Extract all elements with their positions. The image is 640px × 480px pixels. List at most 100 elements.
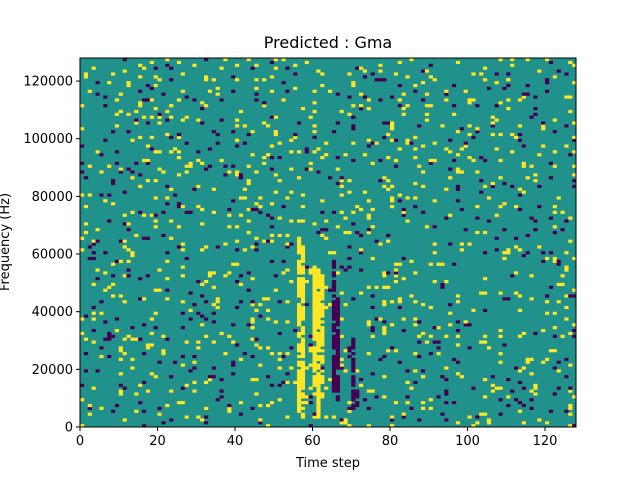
- heatmap-cell: [227, 271, 232, 275]
- heatmap-cell: [80, 248, 85, 252]
- heatmap-cell: [320, 72, 325, 76]
- heatmap-cell: [200, 248, 205, 252]
- heatmap-cell: [122, 352, 127, 356]
- heatmap-cell: [285, 380, 290, 385]
- heatmap-cell: [386, 132, 391, 137]
- heatmap-cell: [316, 375, 321, 379]
- heatmap-cell: [436, 346, 441, 350]
- heatmap-cell: [87, 245, 92, 249]
- heatmap-cell: [95, 369, 100, 373]
- heatmap-cell: [316, 415, 321, 419]
- heatmap-cell: [266, 124, 271, 128]
- heatmap-cell: [231, 262, 236, 266]
- heatmap-cell: [517, 369, 523, 373]
- heatmap-cell: [184, 383, 189, 387]
- heatmap-cell: [331, 251, 337, 255]
- heatmap-cell: [335, 337, 340, 341]
- heatmap-cell: [409, 386, 414, 390]
- heatmap-cell: [413, 352, 418, 356]
- heatmap-cell: [300, 415, 306, 419]
- heatmap-cell: [514, 245, 519, 249]
- heatmap-cell: [289, 138, 294, 142]
- heatmap-cell: [324, 228, 329, 232]
- heatmap-cell: [545, 311, 550, 315]
- heatmap-cell: [80, 104, 85, 108]
- heatmap-cell: [91, 282, 96, 287]
- heatmap-cell: [192, 98, 197, 102]
- heatmap-cell: [80, 383, 85, 387]
- heatmap-cell: [405, 401, 410, 405]
- heatmap-cell: [331, 305, 337, 310]
- heatmap-cell: [324, 141, 329, 145]
- heatmap-cell: [347, 256, 352, 261]
- heatmap-cell: [351, 127, 356, 131]
- heatmap-cell: [316, 326, 321, 330]
- heatmap-cell: [339, 193, 344, 197]
- heatmap-cell: [204, 104, 209, 108]
- heatmap-cell: [304, 150, 309, 154]
- heatmap-cell: [483, 158, 488, 163]
- heatmap-cell: [312, 89, 317, 93]
- heatmap-cell: [331, 323, 337, 327]
- heatmap-cell: [161, 349, 166, 353]
- x-tick-label: 100: [455, 434, 480, 449]
- heatmap-cell: [382, 354, 387, 359]
- heatmap-cell: [165, 58, 170, 62]
- heatmap-cell: [397, 262, 402, 266]
- heatmap-cell: [320, 303, 325, 307]
- heatmap-cell: [176, 156, 182, 160]
- heatmap-cell: [118, 383, 123, 387]
- heatmap-cell: [359, 383, 364, 387]
- heatmap-cell: [312, 317, 317, 321]
- heatmap-cell: [316, 69, 321, 73]
- heatmap-cell: [359, 291, 364, 295]
- heatmap-cell: [312, 222, 317, 226]
- heatmap-cell: [289, 366, 294, 370]
- heatmap-cell: [149, 115, 154, 119]
- heatmap-cell: [300, 285, 306, 289]
- heatmap-cell: [304, 167, 309, 171]
- heatmap-cell: [417, 418, 422, 422]
- heatmap-cell: [235, 279, 240, 284]
- heatmap-cell: [297, 323, 302, 327]
- heatmap-cell: [459, 248, 464, 252]
- heatmap-cell: [362, 69, 368, 73]
- heatmap-cell: [316, 308, 321, 312]
- heatmap-cell: [111, 130, 116, 134]
- heatmap-cell: [552, 150, 557, 154]
- heatmap-cell: [99, 153, 104, 157]
- heatmap-cell: [118, 167, 123, 171]
- heatmap-cell: [510, 63, 515, 67]
- heatmap-cell: [297, 265, 302, 269]
- heatmap-cell: [142, 236, 147, 240]
- heatmap-cell: [448, 242, 453, 246]
- heatmap-cell: [331, 265, 337, 269]
- heatmap-cell: [556, 69, 561, 73]
- heatmap-cell: [331, 340, 337, 344]
- heatmap-cell: [409, 406, 414, 410]
- heatmap-cell: [312, 354, 317, 359]
- heatmap-cell: [262, 78, 267, 82]
- heatmap-cell: [169, 236, 174, 240]
- heatmap-cell: [564, 375, 569, 379]
- heatmap-cell: [246, 164, 251, 168]
- heatmap-cell: [335, 300, 340, 304]
- heatmap-cell: [362, 75, 368, 79]
- heatmap-cell: [188, 291, 193, 295]
- heatmap-cell: [568, 60, 573, 65]
- heatmap-cell: [87, 412, 92, 416]
- heatmap-cell: [339, 291, 344, 295]
- heatmap-cell: [335, 395, 340, 399]
- heatmap-cell: [297, 389, 302, 393]
- heatmap-cell: [126, 81, 131, 85]
- heatmap-cell: [180, 248, 185, 252]
- heatmap-cell: [204, 300, 209, 304]
- heatmap-cell: [300, 386, 306, 390]
- heatmap-cell: [448, 150, 453, 154]
- heatmap-cell: [312, 331, 317, 336]
- heatmap-cell: [440, 412, 445, 416]
- heatmap-cell: [390, 205, 395, 209]
- heatmap-cell: [95, 268, 100, 272]
- heatmap-cell: [254, 98, 259, 102]
- heatmap-cell: [401, 412, 406, 416]
